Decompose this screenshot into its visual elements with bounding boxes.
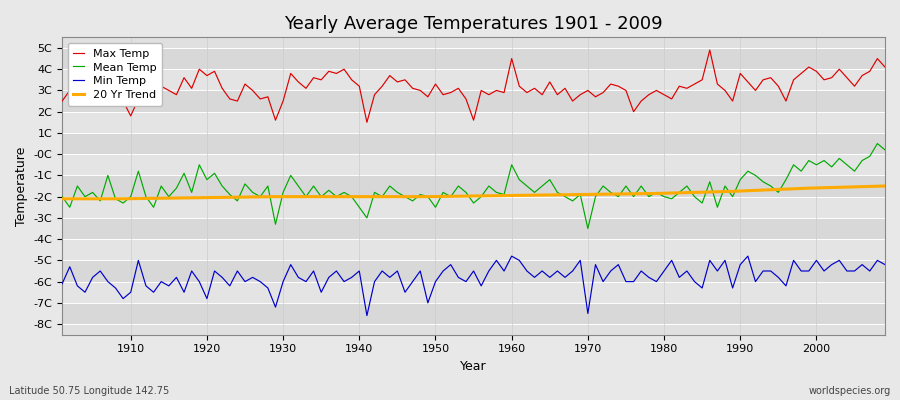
Min Temp [285, 262, 296, 267]
Bar [62, 218, 885, 239]
Line: Mean Temp: Mean Temp [62, 144, 885, 228]
Mean Temp [57, 194, 68, 199]
Bar [62, 176, 885, 197]
Bar [62, 69, 885, 90]
Legend: Max Temp, Mean Temp, Min Temp, 20 Yr Trend: Max Temp, Mean Temp, Min Temp, 20 Yr Tre… [68, 43, 162, 106]
Mean Temp [285, 173, 296, 178]
Max Temp [879, 65, 890, 70]
Min Temp [521, 268, 532, 273]
Min Temp [514, 258, 525, 263]
Min Temp [57, 281, 68, 286]
Text: worldspecies.org: worldspecies.org [809, 386, 891, 396]
Bar [62, 282, 885, 303]
20 Yr Trend [194, 195, 204, 200]
20 Yr Trend [727, 189, 738, 194]
Max Temp [514, 84, 525, 88]
Bar [62, 133, 885, 154]
Bar [62, 303, 885, 324]
20 Yr Trend [804, 186, 814, 190]
20 Yr Trend [118, 196, 129, 201]
Text: Latitude 50.75 Longitude 142.75: Latitude 50.75 Longitude 142.75 [9, 386, 169, 396]
Max Temp [285, 71, 296, 76]
Max Temp [507, 56, 517, 61]
Min Temp [331, 268, 342, 273]
Min Temp [613, 262, 624, 267]
Bar [62, 154, 885, 176]
Min Temp [879, 262, 890, 267]
Mean Temp [331, 194, 342, 199]
Line: Min Temp: Min Temp [62, 256, 885, 316]
Min Temp [362, 313, 373, 318]
20 Yr Trend [57, 196, 68, 201]
Max Temp [118, 99, 129, 104]
20 Yr Trend [575, 192, 586, 197]
Mean Temp [507, 162, 517, 167]
Min Temp [118, 296, 129, 301]
Bar [62, 239, 885, 260]
Mean Temp [606, 190, 616, 195]
Bar [62, 90, 885, 112]
Mean Temp [872, 141, 883, 146]
Bar [62, 260, 885, 282]
Y-axis label: Temperature: Temperature [15, 146, 28, 226]
20 Yr Trend [879, 184, 890, 188]
Max Temp [606, 82, 616, 86]
Line: Max Temp: Max Temp [62, 50, 885, 122]
Title: Yearly Average Temperatures 1901 - 2009: Yearly Average Temperatures 1901 - 2009 [284, 15, 663, 33]
Max Temp [57, 99, 68, 104]
Max Temp [331, 71, 342, 76]
Bar [62, 112, 885, 133]
Bar [62, 197, 885, 218]
20 Yr Trend [270, 194, 281, 199]
Bar [62, 48, 885, 69]
Mean Temp [499, 192, 509, 197]
20 Yr Trend [499, 193, 509, 198]
20 Yr Trend [651, 191, 661, 196]
Min Temp [507, 254, 517, 258]
X-axis label: Year: Year [460, 360, 487, 373]
Max Temp [362, 120, 373, 125]
Line: 20 Yr Trend: 20 Yr Trend [62, 186, 885, 199]
20 Yr Trend [346, 194, 357, 199]
Mean Temp [118, 201, 129, 206]
Mean Temp [879, 148, 890, 152]
20 Yr Trend [422, 194, 433, 199]
Max Temp [705, 48, 716, 52]
Mean Temp [582, 226, 593, 231]
